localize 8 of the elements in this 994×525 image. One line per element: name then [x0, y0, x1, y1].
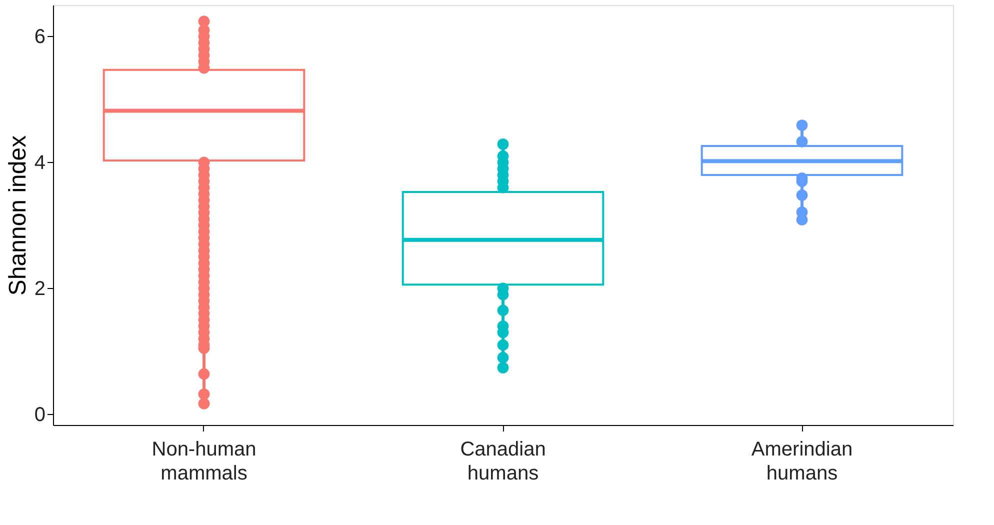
x-tick-label: Canadian humans — [460, 438, 546, 484]
x-tick-label: Amerindian humans — [751, 438, 853, 484]
y-tick-label: 2 — [34, 278, 46, 300]
y-tick-label: 0 — [34, 404, 46, 426]
y-tick-label: 6 — [34, 26, 46, 48]
x-tick-label: Non-human mammals — [152, 438, 256, 484]
y-axis-title: Shannon index — [4, 135, 32, 296]
y-tick-label: 4 — [34, 152, 46, 174]
